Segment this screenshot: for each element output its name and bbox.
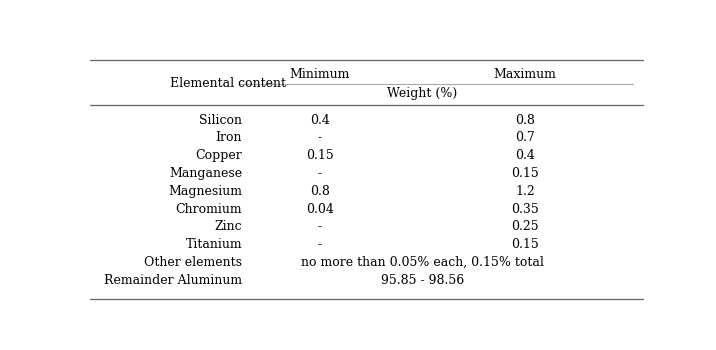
Text: Weight (%): Weight (%) xyxy=(387,87,458,100)
Text: 0.35: 0.35 xyxy=(511,203,539,216)
Text: Elemental content: Elemental content xyxy=(170,77,286,90)
Text: -: - xyxy=(318,167,322,180)
Text: 0.4: 0.4 xyxy=(515,149,535,162)
Text: Zinc: Zinc xyxy=(215,220,242,233)
Text: no more than 0.05% each, 0.15% total: no more than 0.05% each, 0.15% total xyxy=(301,256,544,269)
Text: -: - xyxy=(318,238,322,251)
Text: Remainder Aluminum: Remainder Aluminum xyxy=(104,274,242,287)
Text: Magnesium: Magnesium xyxy=(168,185,242,198)
Text: Manganese: Manganese xyxy=(169,167,242,180)
Text: -: - xyxy=(318,220,322,233)
Text: 1.2: 1.2 xyxy=(516,185,535,198)
Text: Silicon: Silicon xyxy=(199,114,242,127)
Text: 0.15: 0.15 xyxy=(306,149,334,162)
Text: 0.4: 0.4 xyxy=(310,114,330,127)
Text: 0.8: 0.8 xyxy=(310,185,330,198)
Text: Minimum: Minimum xyxy=(289,68,350,81)
Text: 95.85 - 98.56: 95.85 - 98.56 xyxy=(381,274,464,287)
Text: 0.25: 0.25 xyxy=(511,220,539,233)
Text: Iron: Iron xyxy=(216,132,242,145)
Text: Other elements: Other elements xyxy=(144,256,242,269)
Text: Titanium: Titanium xyxy=(185,238,242,251)
Text: Copper: Copper xyxy=(195,149,242,162)
Text: 0.04: 0.04 xyxy=(306,203,334,216)
Text: 0.15: 0.15 xyxy=(511,167,539,180)
Text: 0.7: 0.7 xyxy=(516,132,535,145)
Text: -: - xyxy=(318,132,322,145)
Text: 0.8: 0.8 xyxy=(515,114,535,127)
Text: Maximum: Maximum xyxy=(493,68,556,81)
Text: 0.15: 0.15 xyxy=(511,238,539,251)
Text: Chromium: Chromium xyxy=(175,203,242,216)
